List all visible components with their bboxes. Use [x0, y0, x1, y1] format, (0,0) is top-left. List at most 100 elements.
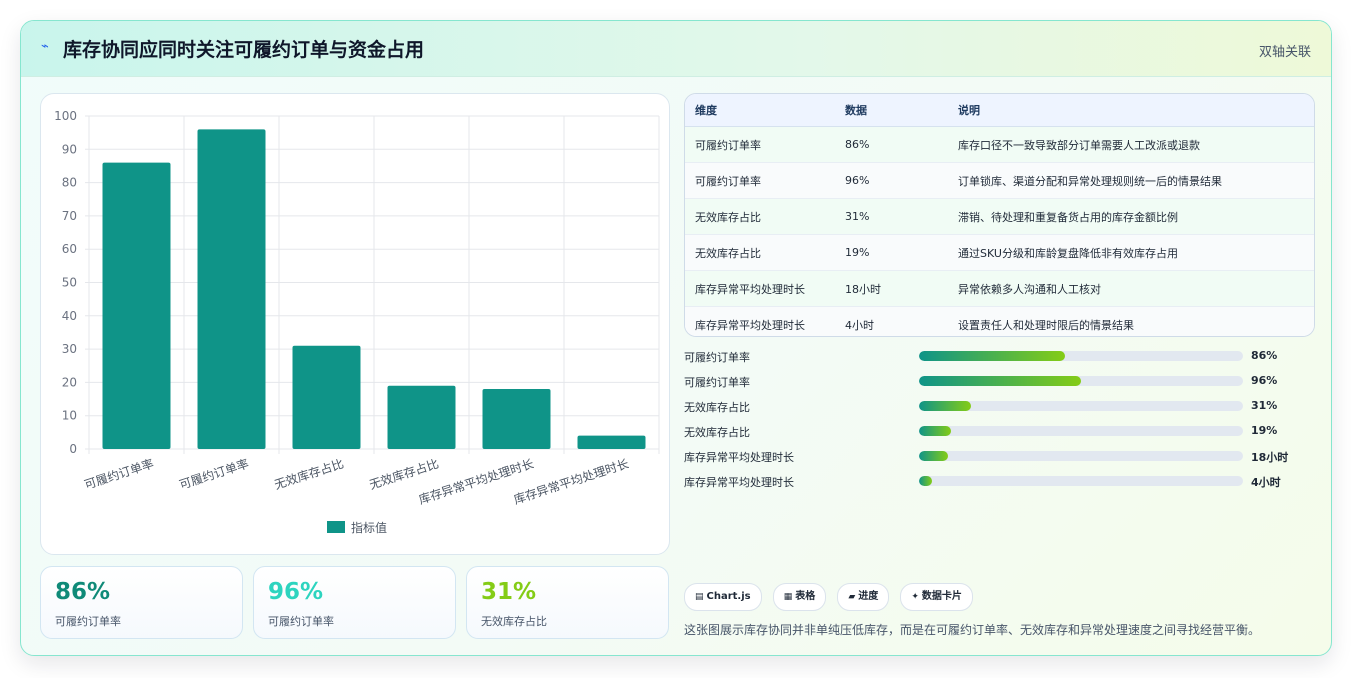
table-cell: 异常依赖多人沟通和人工核对	[948, 270, 1314, 307]
kpi-card: 31% 无效库存占比	[466, 566, 669, 639]
page-title: 库存协同应同时关注可履约订单与资金占用	[63, 39, 425, 61]
progress-value: 19%	[1251, 424, 1278, 437]
chip-label: Chart.js	[706, 591, 751, 602]
description-note: 这张图展示库存协同并非单纯压低库存，而是在可履约订单率、无效库存和异常处理速度之…	[684, 623, 1261, 637]
legend-swatch	[327, 521, 345, 533]
progress-label: 无效库存占比	[684, 426, 750, 439]
progress-fill	[919, 376, 1081, 386]
table-cell: 设置责任人和处理时限后的情景结果	[948, 306, 1314, 336]
bar	[482, 389, 551, 449]
table-cell: 18小时	[835, 270, 948, 307]
kpi-card: 96% 可履约订单率	[253, 566, 456, 639]
y-tick-label: 90	[62, 142, 77, 156]
kpi-card: 86% 可履约订单率	[40, 566, 243, 639]
table-row: 无效库存占比 31% 滞销、待处理和重复备货占用的库存金额比例	[685, 198, 1314, 235]
table-row: 库存异常平均处理时长 4小时 设置责任人和处理时限后的情景结果	[685, 306, 1314, 336]
bar	[292, 345, 361, 449]
progress-value: 4小时	[1251, 476, 1281, 489]
y-tick-label: 50	[62, 276, 77, 290]
chip-chartjs[interactable]: ▤ Chart.js	[684, 583, 762, 611]
header-badge: 双轴关联	[1258, 45, 1311, 60]
y-tick-label: 60	[62, 242, 77, 256]
progress-value: 31%	[1251, 399, 1278, 412]
kpi-label: 可履约订单率	[55, 615, 121, 628]
table-row: 可履约订单率 86% 库存口径不一致导致部分订单需要人工改派或退款	[685, 126, 1314, 163]
table-cell: 库存口径不一致导致部分订单需要人工改派或退款	[948, 126, 1314, 163]
table-header-row: 维度 数据 说明	[685, 94, 1314, 127]
progress-track	[919, 401, 1243, 411]
progress-track	[919, 351, 1243, 361]
table-cell: 31%	[835, 198, 948, 235]
sparkle-icon: ✦	[911, 592, 919, 602]
progress-track	[919, 426, 1243, 436]
kpi-label: 无效库存占比	[481, 615, 547, 628]
kpi-value: 86%	[55, 579, 111, 605]
y-tick-label: 10	[62, 409, 77, 423]
table-cell: 滞销、待处理和重复备货占用的库存金额比例	[948, 198, 1314, 235]
progress-fill	[919, 401, 971, 411]
table-cell: 库存异常平均处理时长	[685, 270, 835, 307]
table-cell: 无效库存占比	[685, 234, 835, 271]
table-cell: 库存异常平均处理时长	[685, 306, 835, 336]
chip-label: 进度	[858, 591, 879, 602]
bar	[102, 162, 171, 449]
table-cell: 无效库存占比	[685, 198, 835, 235]
column-header: 数据	[835, 94, 948, 127]
y-tick-label: 70	[62, 209, 77, 223]
dashboard-card: ⌁ 库存协同应同时关注可履约订单与资金占用 双轴关联 0 10 20 30 40 50 60…	[20, 20, 1332, 656]
data-table: 维度 数据 说明 可履约订单率 86% 库存口径不一致导致部分订单需要人工改派或…	[685, 94, 1314, 336]
progress-row: 库存异常平均处理时长 4小时	[684, 471, 1315, 496]
x-tick-label: 无效库存占比	[367, 456, 440, 493]
table-icon: ▦	[783, 592, 793, 602]
progress-icon: ▰	[848, 592, 856, 602]
y-tick-label: 80	[62, 176, 77, 190]
y-tick-label: 40	[62, 309, 77, 323]
progress-list: 可履约订单率 86% 可履约订单率 96% 无效库存占比 31% 无效库存占比 …	[684, 346, 1315, 496]
bar	[577, 435, 646, 449]
table-cell: 96%	[835, 162, 948, 199]
progress-row: 无效库存占比 31%	[684, 396, 1315, 421]
chip-label: 数据卡片	[921, 591, 962, 602]
data-table-panel: 维度 数据 说明 可履约订单率 86% 库存口径不一致导致部分订单需要人工改派或…	[684, 93, 1315, 337]
x-tick-label: 可履约订单率	[82, 456, 155, 493]
y-tick-label: 100	[54, 109, 77, 123]
table-row: 可履约订单率 96% 订单锁库、渠道分配和异常处理规则统一后的情景结果	[685, 162, 1314, 199]
y-tick-label: 30	[62, 342, 77, 356]
header: ⌁ 库存协同应同时关注可履约订单与资金占用 双轴关联	[21, 21, 1331, 77]
kpi-value: 96%	[268, 579, 324, 605]
x-tick-label: 无效库存占比	[272, 456, 345, 493]
x-tick-label: 可履约订单率	[177, 456, 250, 493]
chip-label: 表格	[795, 591, 816, 602]
progress-track	[919, 376, 1243, 386]
table-row: 库存异常平均处理时长 18小时 异常依赖多人沟通和人工核对	[685, 270, 1314, 307]
table-cell: 86%	[835, 126, 948, 163]
table-cell: 订单锁库、渠道分配和异常处理规则统一后的情景结果	[948, 162, 1314, 199]
kpi-value: 31%	[481, 579, 537, 605]
chip-table[interactable]: ▦ 表格	[772, 583, 827, 611]
chip-progress[interactable]: ▰ 进度	[837, 583, 890, 611]
table-row: 无效库存占比 19% 通过SKU分级和库龄复盘降低非有效库存占用	[685, 234, 1314, 271]
table-cell: 19%	[835, 234, 948, 271]
progress-row: 可履约订单率 96%	[684, 371, 1315, 396]
progress-fill	[919, 426, 952, 436]
progress-track	[919, 476, 1243, 486]
y-tick-label: 0	[69, 442, 77, 456]
chip-data-card[interactable]: ✦ 数据卡片	[900, 583, 973, 611]
progress-label: 库存异常平均处理时长	[684, 476, 794, 489]
table-cell: 通过SKU分级和库龄复盘降低非有效库存占用	[948, 234, 1314, 271]
progress-label: 无效库存占比	[684, 401, 750, 414]
y-tick-label: 20	[62, 375, 77, 389]
lightning-icon: ⌁	[41, 39, 49, 54]
progress-track	[919, 451, 1243, 461]
tag-chips: ▤ Chart.js ▦ 表格 ▰ 进度 ✦ 数据卡片	[684, 583, 979, 611]
table-cell: 可履约订单率	[685, 162, 835, 199]
kpi-label: 可履约订单率	[268, 615, 334, 628]
progress-fill	[919, 476, 932, 486]
legend-label: 指标值	[351, 520, 387, 535]
column-header: 说明	[948, 94, 1314, 127]
chart-icon: ▤	[695, 592, 704, 602]
table-cell: 可履约订单率	[685, 126, 835, 163]
bar	[387, 385, 456, 449]
progress-value: 96%	[1251, 374, 1278, 387]
